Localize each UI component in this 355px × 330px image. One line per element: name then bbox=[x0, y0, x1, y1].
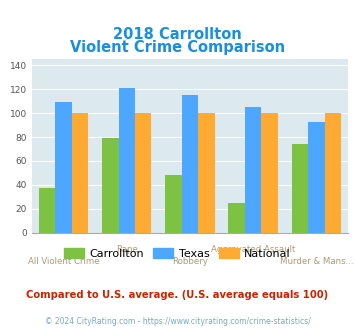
Bar bbox=[308, 121, 324, 233]
Bar bbox=[182, 95, 198, 233]
Text: Murder & Mans...: Murder & Mans... bbox=[279, 256, 353, 266]
Text: Rape: Rape bbox=[116, 245, 138, 253]
Bar bbox=[292, 144, 308, 233]
Legend: Carrollton, Texas, National: Carrollton, Texas, National bbox=[60, 244, 295, 263]
Bar bbox=[102, 138, 119, 233]
Bar bbox=[229, 203, 245, 233]
Text: Violent Crime Comparison: Violent Crime Comparison bbox=[70, 40, 285, 55]
Bar bbox=[245, 107, 261, 233]
Bar bbox=[55, 102, 72, 233]
Text: Compared to U.S. average. (U.S. average equals 100): Compared to U.S. average. (U.S. average … bbox=[26, 290, 329, 300]
Bar bbox=[198, 113, 214, 233]
Bar bbox=[72, 113, 88, 233]
Bar bbox=[165, 175, 182, 233]
Bar bbox=[119, 88, 135, 233]
Bar bbox=[261, 113, 278, 233]
Text: All Violent Crime: All Violent Crime bbox=[28, 256, 99, 266]
Text: Aggravated Assault: Aggravated Assault bbox=[211, 245, 295, 253]
Text: © 2024 CityRating.com - https://www.cityrating.com/crime-statistics/: © 2024 CityRating.com - https://www.city… bbox=[45, 317, 310, 326]
Text: Robbery: Robbery bbox=[172, 256, 208, 266]
Bar bbox=[324, 113, 341, 233]
Bar bbox=[39, 188, 55, 233]
Text: 2018 Carrollton: 2018 Carrollton bbox=[113, 27, 242, 42]
Bar bbox=[135, 113, 151, 233]
